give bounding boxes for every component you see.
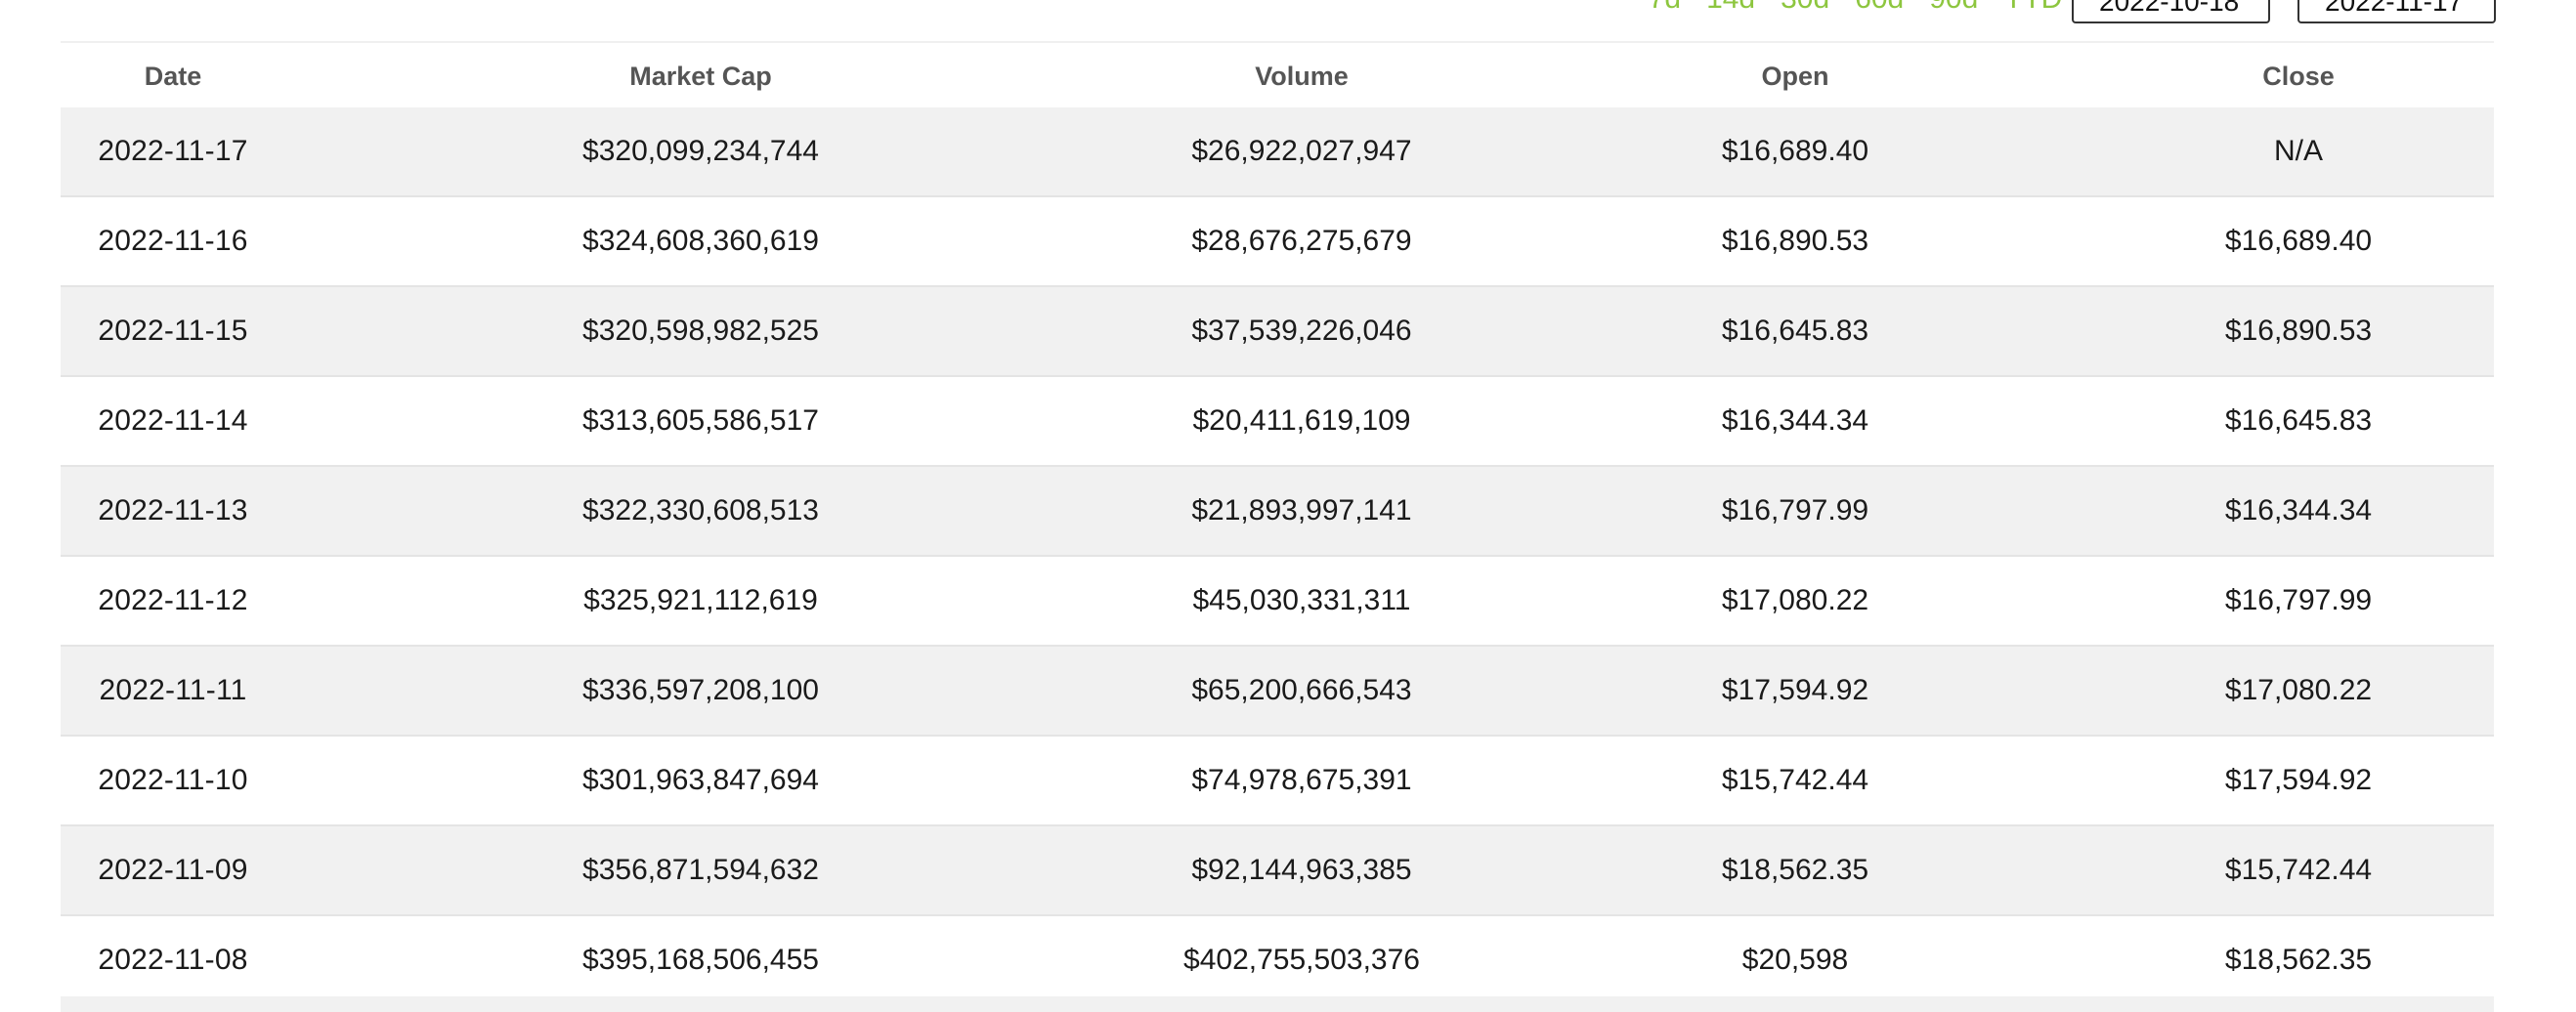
next-table-row-partial xyxy=(61,996,2494,1012)
volume-cell: $37,539,226,046 xyxy=(1116,286,1487,377)
table-row: 2022-11-15 $320,598,982,525 $37,539,226,04… xyxy=(61,286,2494,377)
table-row: 2022-11-11 $336,597,208,100 $65,200,666,54… xyxy=(61,646,2494,737)
table-row: 2022-11-14 $313,605,586,517 $20,411,619,10… xyxy=(61,376,2494,467)
table-row: 2022-11-13 $322,330,608,513 $21,893,997,14… xyxy=(61,466,2494,557)
column-header-market-cap[interactable]: Market Cap xyxy=(629,61,772,91)
range-ytd-button[interactable]: YTD xyxy=(2003,0,2062,19)
range-toolbar xyxy=(61,0,2494,43)
open-cell: $17,594.92 xyxy=(1487,646,2103,737)
volume-cell: $65,200,666,543 xyxy=(1116,646,1487,737)
open-cell: $16,689.40 xyxy=(1487,107,2103,197)
date-cell: 2022-11-12 xyxy=(61,556,285,647)
volume-cell: $45,030,331,311 xyxy=(1116,556,1487,647)
range-14d-button[interactable]: 14d xyxy=(1706,0,1755,19)
market-cap-cell: $313,605,586,517 xyxy=(285,376,1116,467)
market-cap-cell: $320,099,234,744 xyxy=(285,107,1116,197)
column-header-volume[interactable]: Volume xyxy=(1255,61,1349,91)
date-cell: 2022-11-11 xyxy=(61,646,285,737)
volume-cell: $28,676,275,679 xyxy=(1116,196,1487,287)
close-cell: $16,645.83 xyxy=(2103,376,2494,467)
close-cell: $16,797.99 xyxy=(2103,556,2494,647)
volume-cell: $402,755,503,376 xyxy=(1116,915,1487,1006)
volume-cell: $21,893,997,141 xyxy=(1116,466,1487,557)
market-cap-cell: $301,963,847,694 xyxy=(285,736,1116,826)
table-row: 2022-11-08 $395,168,506,455 $402,755,503,3… xyxy=(61,915,2494,1006)
range-60d-button[interactable]: 60d xyxy=(1855,0,1904,19)
historical-data-table-container: Date Market Cap Volume Open Close 2022-1… xyxy=(61,45,2494,1006)
range-90d-button[interactable]: 90d xyxy=(1929,0,1978,19)
table-row: 2022-11-10 $301,963,847,694 $74,978,675,39… xyxy=(61,736,2494,826)
open-cell: $20,598 xyxy=(1487,915,2103,1006)
market-cap-cell: $395,168,506,455 xyxy=(285,915,1116,1006)
close-cell: $17,080.22 xyxy=(2103,646,2494,737)
close-cell: N/A xyxy=(2103,107,2494,197)
to-date-input[interactable]: 2022-11-17 xyxy=(2297,0,2496,23)
table-body: 2022-11-17 $320,099,234,744 $26,922,027,94… xyxy=(61,107,2494,1006)
date-cell: 2022-11-14 xyxy=(61,376,285,467)
volume-cell: $20,411,619,109 xyxy=(1116,376,1487,467)
date-cell: 2022-11-17 xyxy=(61,107,285,197)
historical-data-table: Date Market Cap Volume Open Close 2022-1… xyxy=(61,45,2494,1006)
open-cell: $17,080.22 xyxy=(1487,556,2103,647)
market-cap-cell: $320,598,982,525 xyxy=(285,286,1116,377)
open-cell: $18,562.35 xyxy=(1487,825,2103,916)
column-header-open[interactable]: Open xyxy=(1761,61,1829,91)
market-cap-cell: $325,921,112,619 xyxy=(285,556,1116,647)
column-header-close[interactable]: Close xyxy=(2262,61,2335,91)
range-30d-button[interactable]: 30d xyxy=(1781,0,1829,19)
range-7d-button[interactable]: 7d xyxy=(1649,0,1681,19)
date-cell: 2022-11-15 xyxy=(61,286,285,377)
volume-cell: $92,144,963,385 xyxy=(1116,825,1487,916)
date-cell: 2022-11-08 xyxy=(61,915,285,1006)
close-cell: $16,344.34 xyxy=(2103,466,2494,557)
close-cell: $18,562.35 xyxy=(2103,915,2494,1006)
table-row: 2022-11-16 $324,608,360,619 $28,676,275,67… xyxy=(61,196,2494,287)
close-cell: $16,689.40 xyxy=(2103,196,2494,287)
table-row: 2022-11-12 $325,921,112,619 $45,030,331,31… xyxy=(61,556,2494,647)
date-cell: 2022-11-09 xyxy=(61,825,285,916)
table-header-row: Date Market Cap Volume Open Close xyxy=(61,45,2494,107)
table-row: 2022-11-09 $356,871,594,632 $92,144,963,38… xyxy=(61,825,2494,916)
open-cell: $15,742.44 xyxy=(1487,736,2103,826)
market-cap-cell: $324,608,360,619 xyxy=(285,196,1116,287)
market-cap-cell: $322,330,608,513 xyxy=(285,466,1116,557)
date-cell: 2022-11-13 xyxy=(61,466,285,557)
date-cell: 2022-11-10 xyxy=(61,736,285,826)
column-header-date[interactable]: Date xyxy=(144,61,202,91)
open-cell: $16,797.99 xyxy=(1487,466,2103,557)
market-cap-cell: $336,597,208,100 xyxy=(285,646,1116,737)
market-cap-cell: $356,871,594,632 xyxy=(285,825,1116,916)
open-cell: $16,890.53 xyxy=(1487,196,2103,287)
open-cell: $16,645.83 xyxy=(1487,286,2103,377)
date-cell: 2022-11-16 xyxy=(61,196,285,287)
open-cell: $16,344.34 xyxy=(1487,376,2103,467)
close-cell: $17,594.92 xyxy=(2103,736,2494,826)
volume-cell: $26,922,027,947 xyxy=(1116,107,1487,197)
from-date-input[interactable]: 2022-10-18 xyxy=(2072,0,2270,23)
close-cell: $15,742.44 xyxy=(2103,825,2494,916)
table-row: 2022-11-17 $320,099,234,744 $26,922,027,94… xyxy=(61,107,2494,197)
close-cell: $16,890.53 xyxy=(2103,286,2494,377)
volume-cell: $74,978,675,391 xyxy=(1116,736,1487,826)
range-button-group: 7d 14d 30d 60d 90d YTD 1y xyxy=(1649,0,2119,19)
